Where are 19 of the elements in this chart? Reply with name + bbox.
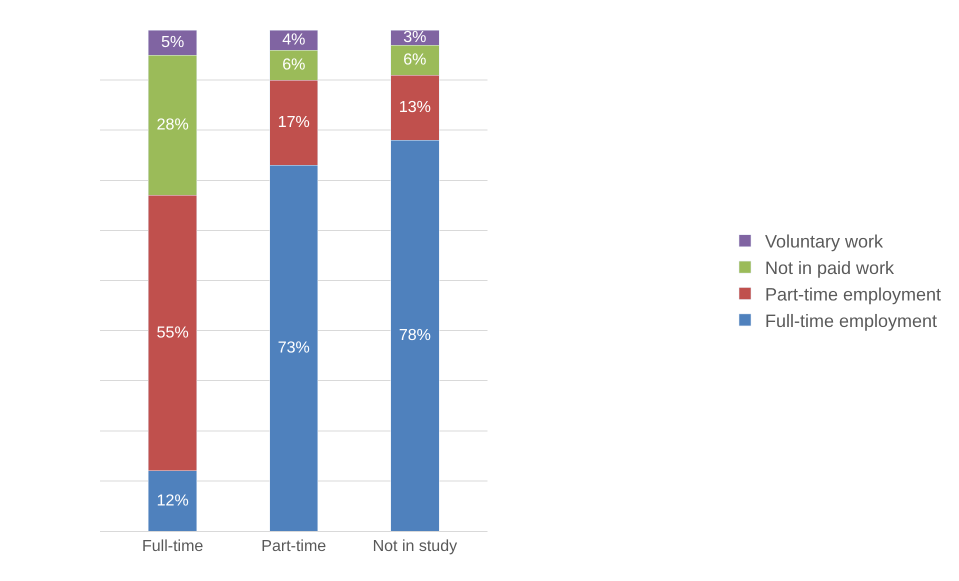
- data-label: 13%: [398, 99, 431, 116]
- legend-label: Not in paid work: [765, 258, 896, 278]
- data-label: 12%: [156, 492, 189, 510]
- data-label: 4%: [282, 32, 306, 49]
- legend-label: Part-time employment: [765, 284, 942, 305]
- data-label: 55%: [156, 324, 189, 342]
- data-label: 3%: [403, 29, 426, 46]
- x-tick-label: Full-time: [142, 538, 204, 556]
- data-label: 6%: [403, 52, 426, 69]
- data-label: 5%: [161, 34, 184, 52]
- legend-label: Voluntary work: [765, 232, 884, 252]
- data-label: 17%: [278, 114, 310, 132]
- x-tick-label: Part-time: [261, 538, 326, 556]
- legend-label: Full-time employment: [765, 310, 938, 331]
- data-label: 28%: [156, 116, 189, 134]
- data-label: 6%: [282, 56, 306, 74]
- x-tick-label: Not in study: [372, 538, 458, 556]
- data-label: 78%: [398, 327, 431, 344]
- data-label: 73%: [278, 340, 310, 357]
